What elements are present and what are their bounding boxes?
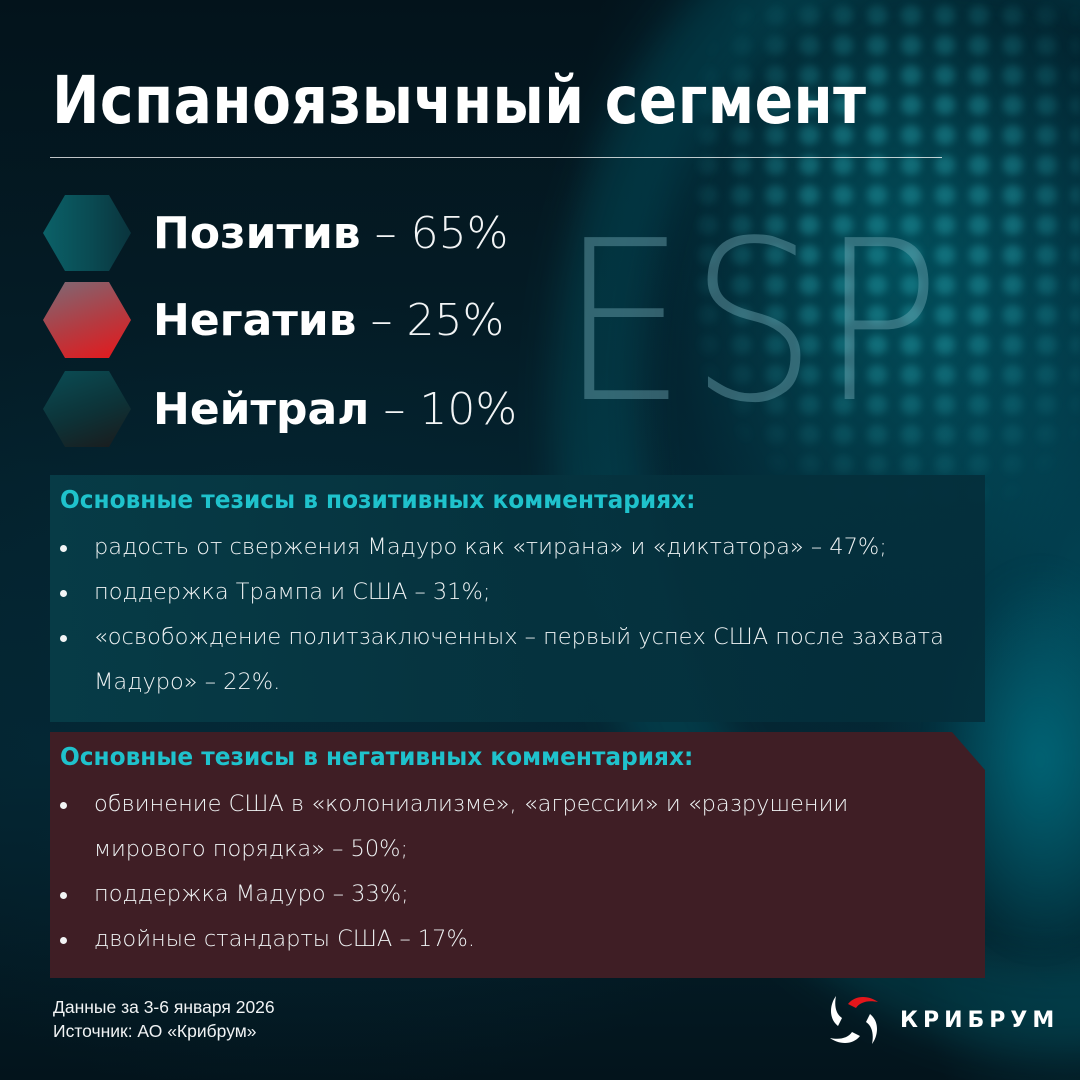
page-title: Испаноязычный сегмент [52, 62, 867, 139]
language-watermark: ESP [560, 194, 945, 452]
hexagon-neutral-icon [43, 371, 131, 447]
data-period-text: Данные за 3-6 января 2026 [53, 997, 275, 1017]
list-item: обвинение США в «колониализме», «агресси… [50, 782, 985, 872]
positive-theses-list: радость от свержения Мадуро как «тирана»… [50, 525, 985, 705]
sentiment-row-positive: Позитив – 65% [43, 195, 508, 271]
hexagon-positive-icon [43, 195, 131, 271]
list-item: двойные стандарты США – 17%. [50, 917, 985, 962]
sentiment-separator: – [356, 294, 407, 346]
positive-theses-panel: Основные тезисы в позитивных комментария… [50, 475, 985, 722]
sentiment-value: 10% [419, 383, 518, 435]
source-text: Источник: АО «Крибрум» [53, 1021, 257, 1041]
sentiment-label: Нейтрал [153, 383, 370, 435]
sentiment-row-neutral: Нейтрал – 10% [43, 371, 517, 447]
title-divider [50, 157, 942, 158]
list-item: поддержка Трампа и США – 31%; [50, 570, 985, 615]
negative-theses-panel: Основные тезисы в негативных комментария… [50, 732, 985, 978]
list-item: радость от свержения Мадуро как «тирана»… [50, 525, 985, 570]
positive-panel-heading: Основные тезисы в позитивных комментария… [60, 485, 696, 514]
sentiment-value: 25% [406, 294, 505, 346]
sentiment-separator: – [369, 383, 420, 435]
background-dot-pattern [690, 0, 1080, 520]
negative-theses-list: обвинение США в «колониализме», «агресси… [50, 782, 985, 962]
hexagon-negative-icon [43, 282, 131, 358]
sentiment-label: Позитив [153, 207, 361, 259]
footer-source: Данные за 3-6 января 2026 Источник: АО «… [53, 995, 275, 1043]
pinwheel-logo-icon [830, 996, 878, 1044]
list-item: «освобождение политзаключенных – первый … [50, 615, 985, 705]
sentiment-label: Негатив [153, 294, 357, 346]
sentiment-row-negative: Негатив – 25% [43, 282, 504, 358]
list-item: поддержка Мадуро – 33%; [50, 872, 985, 917]
negative-panel-heading: Основные тезисы в негативных комментария… [60, 742, 694, 771]
brand-logo: КРИБРУМ [824, 990, 1059, 1050]
sentiment-value: 65% [410, 207, 509, 259]
sentiment-separator: – [360, 207, 411, 259]
brand-name: КРИБРУМ [900, 1007, 1060, 1033]
